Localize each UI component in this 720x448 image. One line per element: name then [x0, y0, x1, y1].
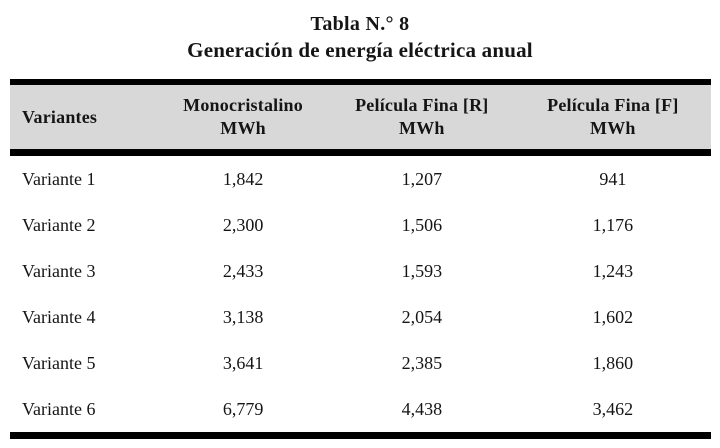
- table-number: Tabla N.° 8: [310, 13, 410, 35]
- value-pelicula-fina-r: 2,054: [401, 306, 443, 327]
- value-monocristalino: 3,641: [222, 352, 264, 373]
- table-row: Variante 1 1,842 1,207 941: [10, 153, 711, 203]
- value-pelicula-fina-f: 3,462: [592, 398, 634, 419]
- column-header-label: Variantes: [22, 106, 98, 127]
- value-pelicula-fina-r: 1,593: [401, 260, 443, 281]
- variant-label: Variante 1: [22, 168, 96, 189]
- column-header-pelicula-fina-f: Película Fina [F] MWh: [515, 82, 711, 153]
- table-row: Variante 4 3,138 2,054 1,602: [10, 294, 711, 340]
- column-header-unit: MWh: [399, 118, 445, 138]
- table-title: Generación de energía eléctrica anual: [187, 38, 533, 62]
- value-pelicula-fina-f: 1,176: [592, 214, 634, 235]
- value-monocristalino: 6,779: [222, 398, 264, 419]
- variant-label: Variante 4: [22, 306, 96, 327]
- column-header-unit: MWh: [590, 118, 636, 138]
- variant-label: Variante 2: [22, 214, 96, 235]
- column-header-label: Monocristalino: [183, 95, 303, 115]
- value-pelicula-fina-f: 1,602: [592, 306, 634, 327]
- table-row: Variante 5 3,641 2,385 1,860: [10, 340, 711, 386]
- column-header-label: Película Fina [R]: [355, 95, 489, 115]
- value-pelicula-fina-r: 1,506: [401, 214, 443, 235]
- energy-generation-table: Variantes Monocristalino MWh Película Fi…: [10, 79, 711, 439]
- value-pelicula-fina-f: 941: [599, 168, 627, 189]
- value-pelicula-fina-r: 1,207: [401, 168, 443, 189]
- variant-label: Variante 6: [22, 398, 96, 419]
- value-pelicula-fina-f: 1,860: [592, 352, 634, 373]
- value-monocristalino: 2,300: [222, 214, 264, 235]
- column-header-variantes: Variantes: [10, 82, 157, 153]
- variant-label: Variante 5: [22, 352, 96, 373]
- column-header-pelicula-fina-r: Película Fina [R] MWh: [329, 82, 515, 153]
- value-pelicula-fina-r: 2,385: [401, 352, 443, 373]
- table-row: Variante 6 6,779 4,438 3,462: [10, 386, 711, 436]
- column-header-label: Película Fina [F]: [547, 95, 679, 115]
- value-monocristalino: 2,433: [222, 260, 264, 281]
- table-caption: Tabla N.° 8 Generación de energía eléctr…: [0, 0, 720, 64]
- table-row: Variante 2 2,300 1,506 1,176: [10, 202, 711, 248]
- column-header-monocristalino: Monocristalino MWh: [157, 82, 329, 153]
- table-row: Variante 3 2,433 1,593 1,243: [10, 248, 711, 294]
- value-pelicula-fina-r: 4,438: [401, 398, 443, 419]
- value-monocristalino: 1,842: [222, 168, 264, 189]
- value-pelicula-fina-f: 1,243: [592, 260, 634, 281]
- column-header-unit: MWh: [220, 118, 266, 138]
- header-row: Variantes Monocristalino MWh Película Fi…: [10, 82, 711, 153]
- value-monocristalino: 3,138: [222, 306, 264, 327]
- variant-label: Variante 3: [22, 260, 96, 281]
